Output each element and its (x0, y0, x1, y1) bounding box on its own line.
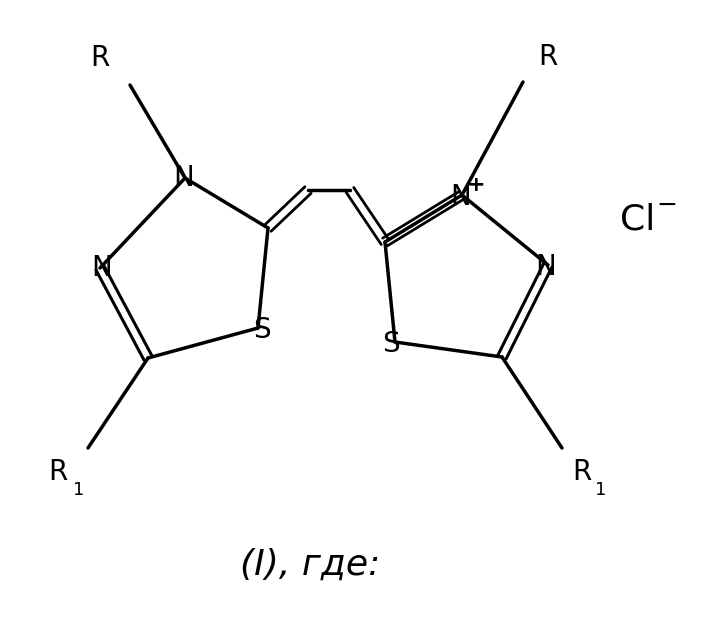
Text: N: N (536, 253, 556, 281)
Text: (I), где:: (I), где: (240, 548, 380, 582)
Text: S: S (382, 330, 400, 358)
Text: R: R (48, 458, 68, 486)
Text: N: N (92, 254, 112, 282)
Text: N: N (451, 183, 471, 211)
Text: R: R (572, 458, 592, 486)
Text: 1: 1 (74, 481, 84, 499)
Text: +: + (467, 175, 486, 195)
Text: 1: 1 (596, 481, 606, 499)
Text: R: R (539, 43, 558, 71)
Text: Cl: Cl (620, 203, 656, 237)
Text: −: − (657, 193, 678, 217)
Text: S: S (253, 316, 271, 344)
Text: N: N (173, 164, 194, 192)
Text: R: R (90, 44, 110, 72)
